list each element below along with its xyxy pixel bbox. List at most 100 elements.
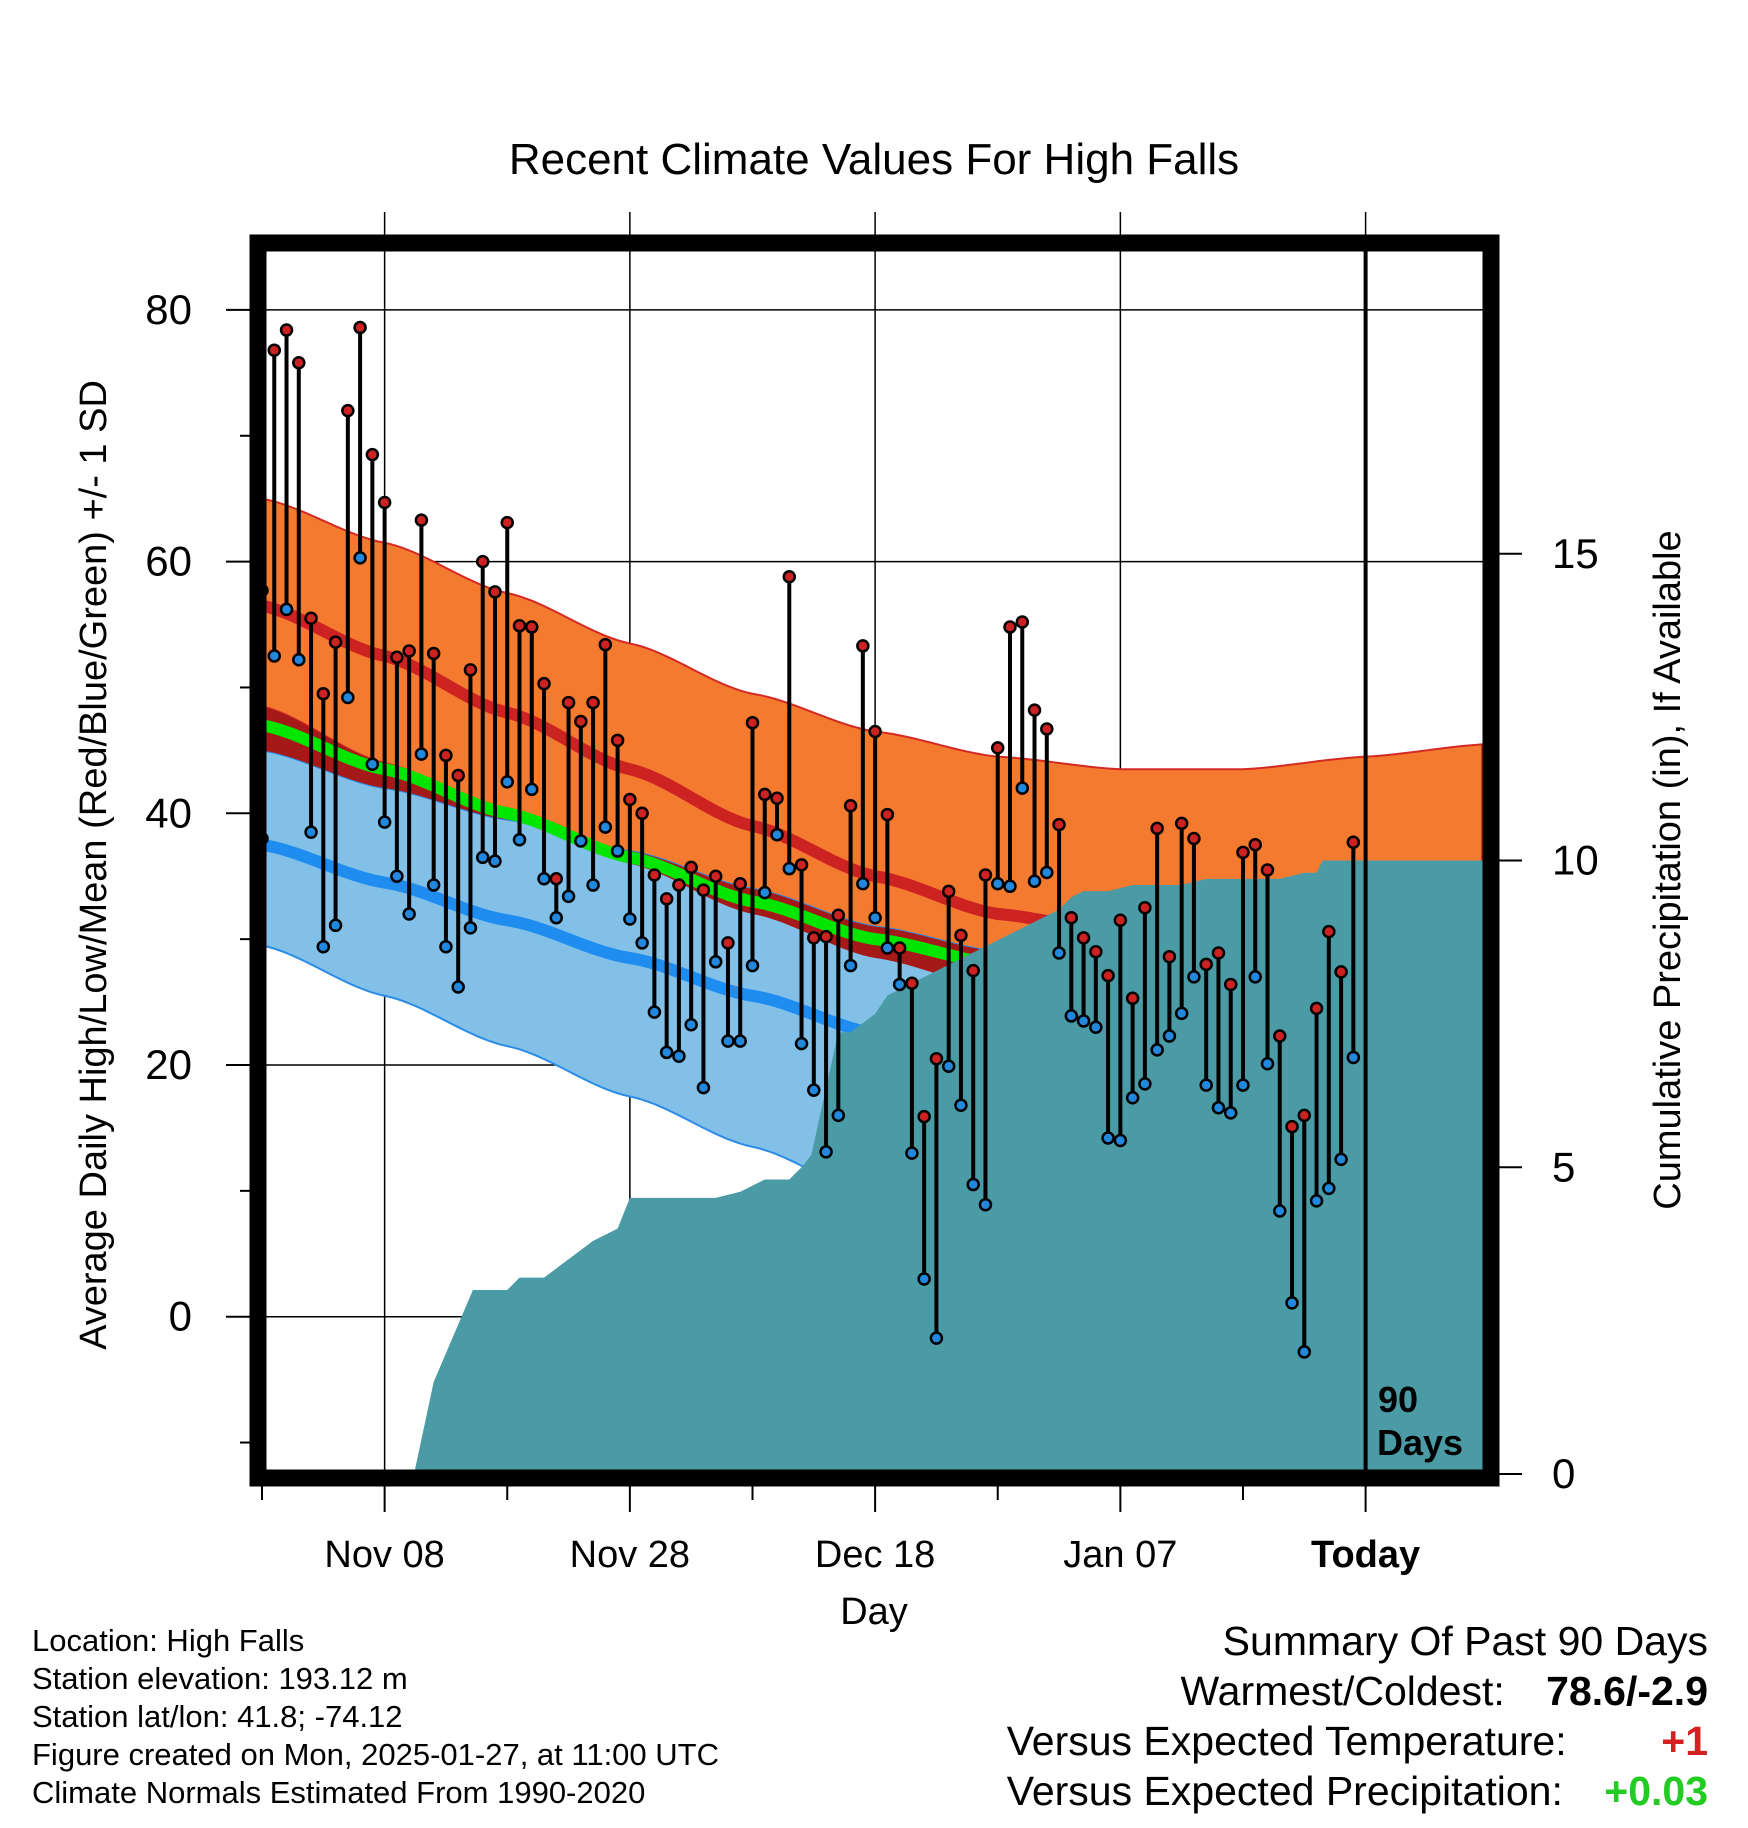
low-temp-point	[929, 1331, 944, 1345]
low-temp-point	[267, 649, 282, 663]
y2-tick-label: 5	[1552, 1143, 1575, 1190]
low-temp-point	[316, 939, 331, 954]
high-temp-point	[684, 860, 698, 875]
high-temp-point	[1285, 1119, 1299, 1134]
high-temp-point	[1015, 615, 1030, 629]
high-temp-point	[794, 858, 809, 872]
high-temp-point	[561, 695, 576, 710]
low-temp-point	[439, 939, 453, 954]
low-temp-point	[1297, 1345, 1312, 1359]
high-temp-point	[843, 799, 858, 813]
high-temp-point	[328, 635, 343, 649]
high-temp-point	[672, 878, 686, 892]
y-tick-label: 20	[145, 1041, 192, 1088]
low-temp-point	[745, 958, 760, 973]
high-temp-point	[365, 447, 380, 462]
x-axis-label: Day	[840, 1591, 908, 1633]
high-temp-point	[696, 883, 711, 897]
low-temp-point	[1064, 1009, 1079, 1023]
low-temp-point	[390, 869, 404, 883]
low-temp-point	[1015, 781, 1030, 795]
high-temp-point	[1003, 620, 1017, 634]
low-temp-point	[328, 918, 343, 933]
footer-elevation: Station elevation: 193.12 m	[32, 1661, 408, 1696]
summary-temp-row: Versus Expected Temperature: +1	[1007, 1718, 1708, 1765]
low-temp-point	[598, 820, 613, 834]
summary-warmest-label: Warmest/Coldest:	[1180, 1668, 1505, 1714]
high-temp-point	[1211, 946, 1226, 960]
low-temp-point	[954, 1098, 968, 1113]
low-temp-point	[1125, 1090, 1140, 1105]
low-temp-point	[304, 825, 318, 839]
low-temp-point	[610, 844, 625, 858]
high-temp-point	[941, 884, 956, 899]
low-temp-point	[758, 885, 772, 900]
low-temp-point	[770, 827, 784, 842]
high-temp-point	[279, 323, 294, 337]
summary-temp-label: Versus Expected Temperature:	[1006, 1718, 1567, 1764]
high-temp-point	[574, 714, 588, 729]
low-temp-point	[1322, 1181, 1336, 1196]
high-temp-point	[1064, 911, 1079, 925]
high-temp-point	[1076, 931, 1091, 945]
low-temp-point	[451, 980, 465, 994]
y2-tick-label: 10	[1552, 837, 1599, 884]
low-temp-point	[414, 747, 429, 761]
high-temp-point	[966, 963, 980, 978]
high-temp-point	[721, 936, 735, 950]
low-temp-point	[365, 757, 380, 771]
high-temp-point	[426, 646, 441, 661]
high-temp-point	[1174, 816, 1189, 831]
high-temp-point	[1187, 831, 1201, 846]
low-temp-point	[1040, 865, 1054, 880]
high-temp-point	[1199, 957, 1213, 972]
x-tick-label: Dec 18	[815, 1534, 935, 1576]
low-temp-point	[843, 958, 858, 973]
low-temp-point	[1199, 1078, 1213, 1092]
period-label-number: 90	[1378, 1379, 1418, 1420]
y-tick-label: 40	[145, 789, 192, 836]
high-temp-point	[341, 403, 355, 418]
low-temp-point	[353, 551, 367, 565]
low-temp-point	[941, 1059, 956, 1074]
low-temp-point	[659, 1045, 674, 1060]
low-temp-point	[1236, 1078, 1250, 1092]
high-temp-point	[512, 619, 527, 633]
x-tick-label: Jan 07	[1063, 1534, 1177, 1576]
low-temp-point	[1174, 1006, 1189, 1021]
low-temp-point	[574, 834, 588, 848]
high-temp-point	[635, 806, 649, 821]
low-temp-point	[868, 911, 882, 925]
high-temp-point	[708, 869, 723, 883]
low-temp-point	[1027, 874, 1042, 889]
low-temp-point	[1076, 1014, 1091, 1028]
high-temp-point	[475, 554, 490, 569]
high-temp-point	[1150, 821, 1164, 836]
low-temp-point	[537, 871, 551, 886]
high-temp-point	[1322, 924, 1336, 939]
low-temp-point	[856, 877, 870, 891]
summary-warmest-value: 78.6/-2.9	[1546, 1668, 1708, 1714]
low-temp-point	[807, 1083, 821, 1097]
summary-precip-label: Versus Expected Precipitation:	[1006, 1768, 1563, 1814]
low-temp-point	[1113, 1133, 1128, 1148]
high-temp-point	[292, 356, 306, 370]
low-temp-point	[463, 921, 478, 935]
low-temp-point	[966, 1177, 980, 1192]
low-temp-point	[1211, 1101, 1226, 1115]
low-temp-point	[1223, 1106, 1238, 1120]
low-temp-point	[525, 782, 539, 797]
high-temp-point	[954, 928, 968, 943]
footer-location: Location: High Falls	[32, 1623, 305, 1658]
high-temp-point	[377, 495, 392, 510]
low-temp-point	[672, 1049, 686, 1063]
low-temp-point	[377, 815, 392, 829]
low-temp-point	[500, 775, 514, 789]
high-temp-point	[402, 644, 416, 658]
high-temp-point	[537, 676, 551, 691]
high-temp-point	[1040, 722, 1054, 736]
high-temp-point	[807, 931, 821, 945]
low-temp-point	[1273, 1204, 1287, 1218]
low-temp-point	[733, 1034, 747, 1048]
